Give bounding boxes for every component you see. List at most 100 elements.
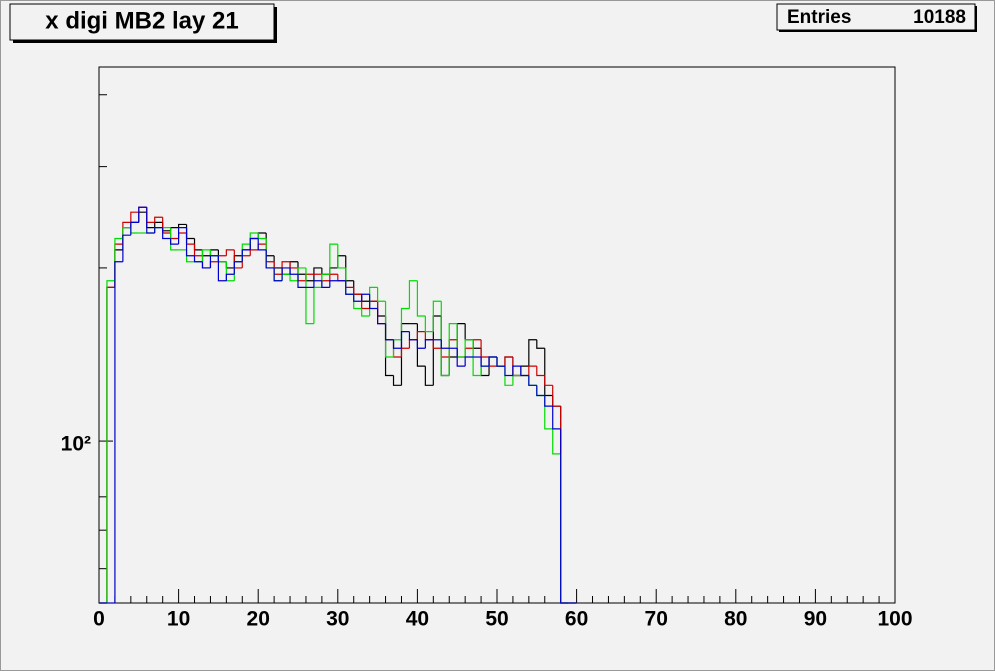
histogram-bin bbox=[480, 357, 490, 367]
x-tick-label: 80 bbox=[724, 608, 747, 631]
histogram-bin bbox=[209, 255, 219, 268]
histogram-bin bbox=[432, 339, 442, 349]
histogram-bin bbox=[201, 249, 211, 262]
x-tick-label: 10 bbox=[167, 608, 190, 631]
histogram-bin bbox=[146, 207, 155, 234]
histogram-bin bbox=[384, 323, 394, 341]
histogram-bin bbox=[536, 339, 545, 349]
histogram-bin bbox=[241, 249, 251, 262]
y-tick-label: 10² bbox=[61, 433, 91, 456]
histogram-bin bbox=[249, 237, 259, 250]
histogram-bin bbox=[528, 339, 537, 367]
histogram-bin bbox=[217, 255, 227, 282]
histogram-bin bbox=[313, 280, 322, 288]
histogram-bin bbox=[408, 280, 418, 309]
histogram-bin bbox=[201, 261, 211, 269]
histogram-bin bbox=[281, 267, 291, 281]
histogram-bin bbox=[377, 287, 386, 302]
histogram-bin bbox=[154, 216, 163, 223]
plot-frame bbox=[98, 66, 896, 604]
histogram-bin bbox=[392, 339, 402, 349]
histogram-bin bbox=[504, 356, 513, 367]
histogram-bin bbox=[560, 428, 569, 604]
x-tick-label: 40 bbox=[406, 608, 429, 631]
stats-label: Entries bbox=[787, 7, 851, 28]
histogram-bin bbox=[233, 261, 243, 275]
histogram-bin bbox=[496, 357, 505, 367]
histogram-bin bbox=[345, 280, 354, 295]
histogram-bin bbox=[488, 356, 497, 367]
histogram-bin bbox=[106, 280, 115, 603]
histogram-bin bbox=[122, 234, 131, 262]
histogram-bin bbox=[321, 280, 330, 288]
stats-box bbox=[776, 3, 976, 31]
histogram-bin bbox=[456, 348, 466, 367]
histogram-bin bbox=[536, 385, 545, 397]
histogram-bin bbox=[162, 227, 171, 240]
histogram-bin bbox=[400, 307, 410, 340]
histogram-bin bbox=[130, 221, 139, 236]
histogram-bin bbox=[544, 375, 553, 386]
stats-value: 10188 bbox=[913, 7, 966, 28]
histogram-bin bbox=[369, 294, 378, 310]
histogram-bin bbox=[416, 330, 426, 340]
histogram-bin bbox=[400, 330, 410, 349]
histogram-bin bbox=[528, 375, 537, 386]
histogram-bin bbox=[178, 227, 187, 245]
histogram-bin bbox=[138, 206, 147, 223]
histogram-bin bbox=[552, 428, 561, 455]
histogram-bin bbox=[408, 331, 418, 341]
histogram-bin bbox=[504, 366, 513, 377]
x-tick-label: 70 bbox=[645, 608, 668, 631]
chart-title: x digi MB2 lay 21 bbox=[45, 7, 238, 34]
histogram-bin bbox=[265, 249, 275, 269]
histogram-bin bbox=[257, 238, 267, 251]
histogram-bin bbox=[289, 267, 298, 275]
title-box bbox=[9, 3, 275, 41]
histogram-bin bbox=[329, 280, 338, 288]
histogram-bin bbox=[193, 255, 203, 263]
histogram-bin bbox=[552, 406, 561, 430]
histogram-bin bbox=[512, 365, 521, 376]
histogram-bin bbox=[273, 267, 283, 282]
histogram-bin bbox=[130, 211, 139, 223]
histogram-bin bbox=[225, 273, 235, 281]
histogram-bin bbox=[337, 244, 346, 269]
x-tick-label: 20 bbox=[247, 608, 270, 631]
histogram-bin bbox=[297, 274, 306, 288]
histogram-bin bbox=[114, 261, 123, 603]
x-tick-label: 0 bbox=[93, 608, 105, 631]
histogram-bin bbox=[170, 227, 179, 251]
histogram-bin bbox=[440, 339, 450, 349]
x-tick-label: 50 bbox=[485, 608, 508, 631]
histogram-bin bbox=[329, 243, 338, 275]
histogram-bin bbox=[520, 366, 529, 377]
histogram-bin bbox=[544, 395, 553, 407]
histogram-bin bbox=[432, 300, 442, 332]
histogram-bin bbox=[384, 301, 394, 358]
histogram-bin bbox=[353, 294, 362, 302]
x-tick-label: 90 bbox=[804, 608, 827, 631]
histogram-bin bbox=[154, 227, 163, 233]
x-tick-label: 60 bbox=[565, 608, 588, 631]
histogram-bin bbox=[464, 339, 474, 358]
histogram-bin bbox=[472, 339, 482, 377]
histogram-bin bbox=[448, 323, 458, 376]
histogram-bin bbox=[289, 274, 298, 282]
histogram-bin bbox=[424, 339, 434, 349]
histogram-bin bbox=[528, 365, 537, 376]
histogram-bin bbox=[392, 375, 402, 386]
histogram-bin bbox=[361, 308, 370, 317]
histogram-bin bbox=[170, 238, 179, 245]
histogram-bin bbox=[178, 223, 187, 228]
histogram-bin bbox=[440, 301, 450, 377]
histogram-bin bbox=[377, 308, 386, 325]
histogram-bin bbox=[424, 366, 434, 386]
histogram-bin bbox=[361, 293, 370, 302]
histogram-bin bbox=[424, 315, 434, 333]
histogram-bin bbox=[313, 267, 322, 281]
x-tick-label: 100 bbox=[877, 608, 912, 631]
histogram-bin bbox=[416, 280, 426, 317]
histogram-bin bbox=[185, 227, 195, 257]
